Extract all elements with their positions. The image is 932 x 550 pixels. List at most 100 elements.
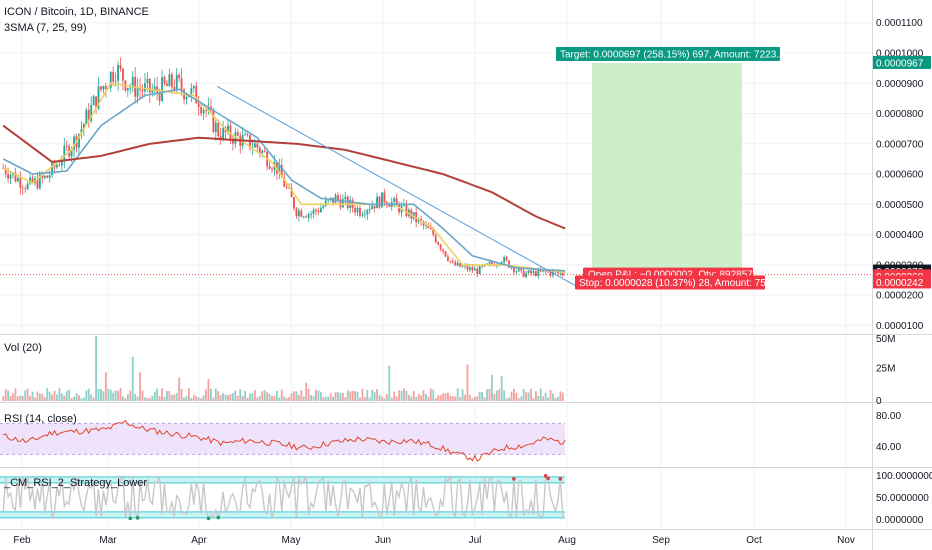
candle-body	[244, 134, 247, 136]
volume-bar	[517, 398, 520, 401]
candle-body	[4, 168, 7, 175]
candle-body	[185, 96, 188, 100]
candle-body	[283, 177, 286, 187]
volume-bar	[515, 393, 518, 401]
candle-body	[437, 242, 440, 245]
candle-body	[339, 199, 342, 208]
candle-body	[368, 209, 371, 211]
candle-body	[87, 109, 90, 122]
volume-bar	[447, 392, 449, 401]
profit-zone[interactable]	[592, 62, 742, 275]
candle-body	[556, 271, 559, 274]
candle-body	[293, 197, 295, 209]
candle-body	[168, 74, 171, 86]
volume-bar	[412, 391, 415, 401]
volume-bar	[544, 392, 547, 401]
volume-bar	[168, 391, 171, 401]
candle-body	[16, 177, 19, 182]
strategy-panel-label: _CM_RSI_2_Strategy_Lower	[3, 477, 147, 489]
volume-bar	[478, 391, 481, 401]
volume-bar	[293, 391, 295, 401]
candle-body	[95, 96, 97, 109]
candle-body	[202, 110, 205, 114]
candle-body	[129, 87, 132, 89]
candle-body	[559, 273, 562, 274]
candle-body	[442, 249, 444, 252]
candle-body	[544, 270, 547, 272]
volume-bar	[288, 397, 291, 401]
volume-bar	[261, 391, 264, 401]
candle-body	[153, 86, 156, 91]
volume-bar	[136, 396, 139, 401]
volume-bar	[378, 394, 381, 401]
volume-bar	[192, 395, 195, 401]
candle-body	[312, 209, 315, 214]
volume-bar	[444, 393, 447, 401]
volume-bar	[317, 390, 320, 401]
strategy-signal-mark	[512, 477, 516, 481]
volume-bar	[456, 388, 459, 401]
volume-bar	[322, 397, 325, 401]
volume-bar	[12, 393, 14, 401]
volume-bar	[190, 397, 193, 401]
volume-bar	[139, 372, 141, 401]
volume-bar	[339, 393, 342, 401]
volume-bar	[60, 393, 63, 401]
candle-body	[373, 205, 376, 209]
volume-bar	[537, 395, 540, 401]
volume-bar	[183, 397, 185, 401]
candle-body	[278, 165, 281, 174]
candle-body	[114, 80, 117, 82]
candle-body	[246, 134, 249, 135]
volume-bar	[346, 390, 349, 401]
candle-body	[481, 265, 484, 267]
candle-body	[466, 265, 469, 270]
stop-label[interactable]: Stop: 0.0000028 (10.37%) 28, Amount: 750	[575, 275, 772, 290]
candle-body	[231, 138, 234, 144]
candle-body	[258, 147, 261, 154]
candle-body	[261, 150, 264, 154]
volume-bar	[36, 391, 39, 401]
volume-bar	[300, 390, 303, 401]
candle-body	[58, 164, 61, 166]
candle-body	[300, 210, 303, 217]
volume-bar	[561, 392, 564, 401]
candle-body	[456, 262, 459, 266]
stop-price-tag-text: 0.0000242	[876, 278, 924, 289]
volume-bar	[415, 397, 418, 401]
time-tick-label: Oct	[746, 535, 762, 546]
price-tick-label: 0.0000400	[876, 230, 924, 241]
volume-bar	[170, 394, 173, 401]
candle-body	[464, 265, 466, 267]
volume-bar	[158, 396, 161, 401]
trendline[interactable]	[216, 85, 577, 287]
candle-body	[508, 260, 510, 268]
volume-bar	[222, 392, 225, 401]
candle-body	[256, 143, 259, 148]
strategy-tick-label: 50.0000000	[876, 493, 929, 504]
candle-body	[427, 225, 430, 229]
volume-bar	[68, 389, 71, 401]
stop-price-tag-box	[873, 275, 931, 289]
volume-bar	[534, 391, 537, 401]
candle-body	[170, 74, 173, 88]
candle-body	[146, 78, 149, 84]
candle-body	[271, 168, 273, 170]
volume-bar	[239, 389, 242, 401]
price-tick-label: 0.0000800	[876, 109, 924, 120]
volume-bar	[520, 396, 523, 401]
strategy-signal-mark	[543, 474, 548, 478]
candle-body	[109, 72, 112, 88]
volume-bar	[363, 397, 366, 401]
volume-bar	[21, 395, 24, 401]
candle-body	[207, 106, 210, 112]
volume-bar	[163, 396, 166, 401]
volume-bar	[90, 394, 93, 401]
volume-bar	[442, 393, 444, 401]
volume-bar	[307, 388, 310, 401]
volume-bar	[361, 388, 364, 401]
target-label[interactable]: Target: 0.0000697 (258.15%) 697, Amount:…	[556, 46, 791, 61]
candle-body	[136, 88, 139, 97]
volume-bar	[4, 389, 7, 401]
